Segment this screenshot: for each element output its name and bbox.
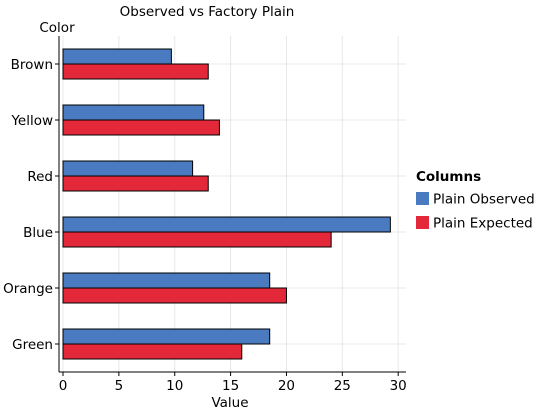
- legend-swatch-1: [416, 216, 429, 229]
- bar-plain-observed-yellow: [62, 104, 205, 121]
- bar-plain-expected-green: [62, 343, 243, 360]
- bar-plain-observed-orange: [62, 272, 271, 289]
- x-tick-label: 15: [222, 378, 239, 394]
- bar-plain-expected-orange: [62, 287, 287, 304]
- bar-plain-expected-yellow: [62, 119, 220, 136]
- y-tick-label: Red: [27, 169, 53, 185]
- legend-title: Columns: [416, 169, 481, 185]
- x-tick-label: 0: [59, 378, 68, 394]
- bar-plain-observed-red: [62, 160, 194, 177]
- legend-swatch-0: [416, 192, 429, 205]
- bar-plain-expected-brown: [62, 63, 209, 80]
- chart-title: Observed vs Factory Plain: [120, 4, 295, 20]
- y-tick-label: Blue: [23, 225, 53, 241]
- x-tick-label: 30: [390, 378, 407, 394]
- x-tick-label: 5: [115, 378, 124, 394]
- grid: [59, 36, 406, 372]
- x-axis-title: Value: [211, 395, 248, 411]
- axes: Brown Yellow Red Blue Orange Green 0 5 10 15 20 25 3…: [3, 36, 407, 394]
- y-tick-label: Brown: [11, 57, 53, 73]
- bars: [62, 48, 391, 360]
- y-tick-label: Orange: [3, 281, 53, 297]
- bar-plain-observed-blue: [62, 216, 391, 233]
- y-axis-title: Color: [39, 20, 75, 36]
- bar-plain-expected-blue: [62, 231, 332, 248]
- legend-label-1: Plain Expected: [433, 216, 533, 232]
- bar-plain-observed-brown: [62, 48, 172, 65]
- legend-label-0: Plain Observed: [433, 192, 535, 208]
- bar-plain-expected-red: [62, 175, 209, 192]
- x-tick-label: 10: [166, 378, 183, 394]
- y-tick-label: Green: [12, 337, 53, 353]
- y-tick-label: Yellow: [10, 113, 53, 129]
- x-tick-label: 20: [278, 378, 295, 394]
- bar-plain-observed-green: [62, 328, 271, 345]
- x-tick-label: 25: [334, 378, 351, 394]
- legend: Columns Plain Observed Plain Expected: [416, 169, 535, 232]
